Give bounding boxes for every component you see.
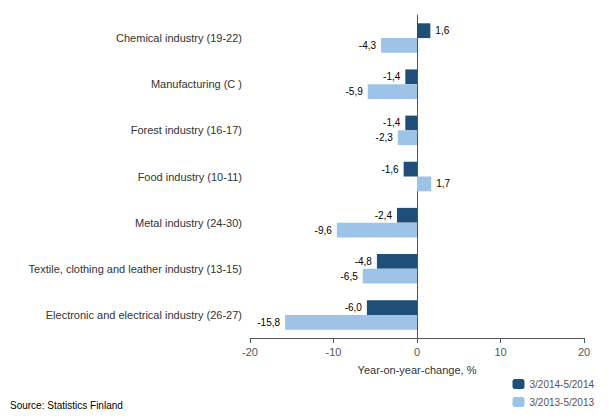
svg-text:Food industry (10-11): Food industry (10-11) <box>138 171 242 183</box>
svg-text:-15,8: -15,8 <box>257 317 280 328</box>
svg-text:-1,4: -1,4 <box>383 71 401 82</box>
svg-text:-4,8: -4,8 <box>355 256 373 267</box>
svg-text:-1,6: -1,6 <box>381 164 399 175</box>
svg-text:-9,6: -9,6 <box>315 225 333 236</box>
svg-text:-10: -10 <box>326 346 342 358</box>
svg-text:-6,5: -6,5 <box>340 271 358 282</box>
svg-text:Forest industry (16-17): Forest industry (16-17) <box>131 124 242 136</box>
svg-text:3/2013-5/2013: 3/2013-5/2013 <box>529 397 594 408</box>
svg-text:-6,0: -6,0 <box>345 302 363 313</box>
svg-text:-20: -20 <box>242 346 258 358</box>
svg-text:1,6: 1,6 <box>435 25 449 36</box>
svg-text:-2,4: -2,4 <box>375 210 393 221</box>
svg-text:-4,3: -4,3 <box>359 40 377 51</box>
svg-text:0: 0 <box>414 346 420 358</box>
svg-text:-2,3: -2,3 <box>376 132 394 143</box>
svg-text:-1,4: -1,4 <box>383 117 401 128</box>
svg-text:Electronic and electrical indu: Electronic and electrical industry (26-2… <box>46 309 242 321</box>
svg-text:Manufacturing (C ): Manufacturing (C ) <box>151 78 242 90</box>
svg-text:3/2014-5/2014: 3/2014-5/2014 <box>529 379 594 390</box>
svg-text:20: 20 <box>578 346 590 358</box>
svg-text:Textile, clothing and leather: Textile, clothing and leather industry (… <box>29 263 242 275</box>
svg-text:Chemical industry (19-22): Chemical industry (19-22) <box>116 32 242 44</box>
svg-text:Source: Statistics Finland: Source: Statistics Finland <box>10 400 123 411</box>
svg-text:10: 10 <box>494 346 506 358</box>
svg-text:Metal industry (24-30): Metal industry (24-30) <box>135 217 242 229</box>
svg-text:-5,9: -5,9 <box>346 86 364 97</box>
svg-text:1,7: 1,7 <box>436 178 450 189</box>
svg-text:Year-on-year-change, %: Year-on-year-change, % <box>358 364 477 376</box>
